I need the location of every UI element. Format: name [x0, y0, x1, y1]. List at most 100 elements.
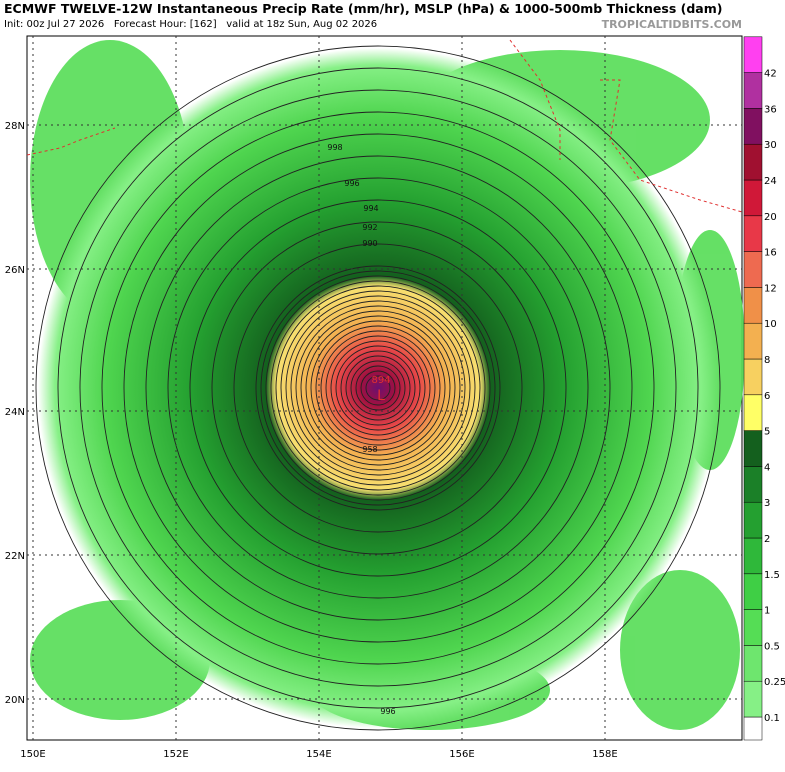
isobar	[211, 221, 545, 555]
lat-label: 28N	[5, 121, 25, 132]
colorbar-bin	[743, 573, 763, 610]
colorbar-bin	[743, 609, 763, 646]
colorbar-bin	[743, 36, 763, 73]
contour-label: 998	[327, 143, 342, 152]
colorbar-bin	[743, 501, 763, 539]
isobar	[35, 45, 721, 731]
isobar	[255, 265, 501, 511]
isobar	[270, 280, 486, 496]
colorbar-label: 1.5	[764, 570, 780, 581]
map-area	[26, 35, 745, 741]
lon-label: 152E	[163, 749, 188, 760]
lat-label: 24N	[5, 407, 25, 418]
lon-label: 158E	[592, 749, 617, 760]
colorbar-bin	[743, 430, 763, 467]
colorbar-label: 20	[764, 212, 777, 223]
colorbar-label: 12	[764, 283, 777, 294]
colorbar: 0.1 0.25 0.5 1 1.5 2 3 4 5 6 8 10 12 16 20 24 30 36 42	[743, 36, 785, 741]
isobar	[123, 133, 633, 643]
isobar	[320, 330, 436, 446]
colorbar-bin	[743, 322, 763, 360]
colorbar-label: 42	[764, 69, 777, 80]
isobar	[101, 111, 655, 665]
isobar	[305, 315, 451, 461]
colorbar-label: 8	[764, 355, 770, 366]
colorbar-bin	[743, 287, 763, 324]
contour-label: 996	[380, 707, 395, 716]
subtitle: Init: 00z Jul 27 2026 Forecast Hour: [16…	[4, 19, 377, 30]
lon-label: 154E	[306, 749, 331, 760]
isobar	[290, 300, 466, 476]
contour-label: 992	[362, 223, 377, 232]
colorbar-bin	[743, 215, 763, 252]
colorbar-label: 0.25	[764, 677, 785, 688]
colorbar-label: 16	[764, 248, 777, 259]
colorbar-bin	[743, 143, 763, 181]
colorbar-bin	[743, 537, 763, 575]
isobar	[350, 360, 406, 416]
colorbar-label: 10	[764, 319, 777, 330]
contour-label: 996	[344, 179, 359, 188]
colorbar-bin	[743, 716, 763, 741]
colorbar-bin	[743, 394, 763, 431]
isobar	[57, 67, 699, 709]
isobar	[315, 325, 441, 451]
colorbar-label: 24	[764, 176, 777, 187]
contour-label: 990	[362, 239, 377, 248]
colorbar-bin	[743, 466, 763, 503]
isobar	[365, 375, 391, 401]
isobar	[340, 350, 416, 426]
colorbar-label: 3	[764, 498, 770, 509]
isobar	[189, 199, 567, 577]
thickness-line	[26, 39, 743, 213]
lat-label: 26N	[5, 265, 25, 276]
colorbar-label: 6	[764, 391, 770, 402]
colorbar-label: 4	[764, 462, 770, 473]
colorbar-label: 0.1	[764, 713, 780, 724]
colorbar-label: 0.5	[764, 641, 780, 652]
site-name: TROPICALTIDBITS.COM	[602, 18, 742, 31]
isobar	[233, 243, 523, 533]
colorbar-bin	[743, 680, 763, 718]
lon-label: 156E	[449, 749, 474, 760]
contour-label: 958	[362, 445, 377, 454]
colorbar-label: 30	[764, 140, 777, 151]
contour-label: 994	[363, 204, 378, 213]
isobar	[310, 320, 446, 456]
isobar	[335, 345, 421, 431]
colorbar-label: 36	[764, 104, 777, 115]
lat-label: 20N	[5, 695, 25, 706]
graticule	[27, 36, 742, 740]
colorbar-bin	[743, 72, 763, 109]
isobar	[79, 89, 677, 687]
isobar	[355, 365, 401, 411]
labels: 28N 26N 24N 22N 20N 150E 152E 154E 156E 158E 998 99…	[5, 121, 618, 760]
isobar	[295, 305, 461, 471]
colorbar-bin	[743, 358, 763, 396]
title: ECMWF TWELVE-12W Instantaneous Precip Ra…	[4, 1, 722, 16]
isobar	[275, 285, 481, 491]
isobar	[167, 177, 589, 599]
isobar	[260, 270, 496, 506]
isobars	[35, 45, 721, 731]
isobar	[300, 310, 456, 466]
isobar	[265, 275, 491, 501]
isobar	[360, 370, 396, 406]
lon-label: 150E	[20, 749, 45, 760]
lat-label: 22N	[5, 551, 25, 562]
isobar	[285, 295, 471, 481]
colorbar-label: 2	[764, 534, 770, 545]
isobar	[280, 290, 476, 486]
isobar	[325, 335, 431, 441]
contour-label: 894	[371, 375, 390, 386]
colorbar-bin	[743, 251, 763, 288]
isobar	[345, 355, 411, 421]
contour-label: L	[377, 388, 385, 404]
isobar	[145, 155, 611, 621]
colorbar-bin	[743, 108, 763, 145]
colorbar-label: 1	[764, 606, 770, 617]
isobar	[330, 340, 426, 436]
colorbar-label: 5	[764, 427, 770, 438]
colorbar-bin	[743, 645, 763, 682]
